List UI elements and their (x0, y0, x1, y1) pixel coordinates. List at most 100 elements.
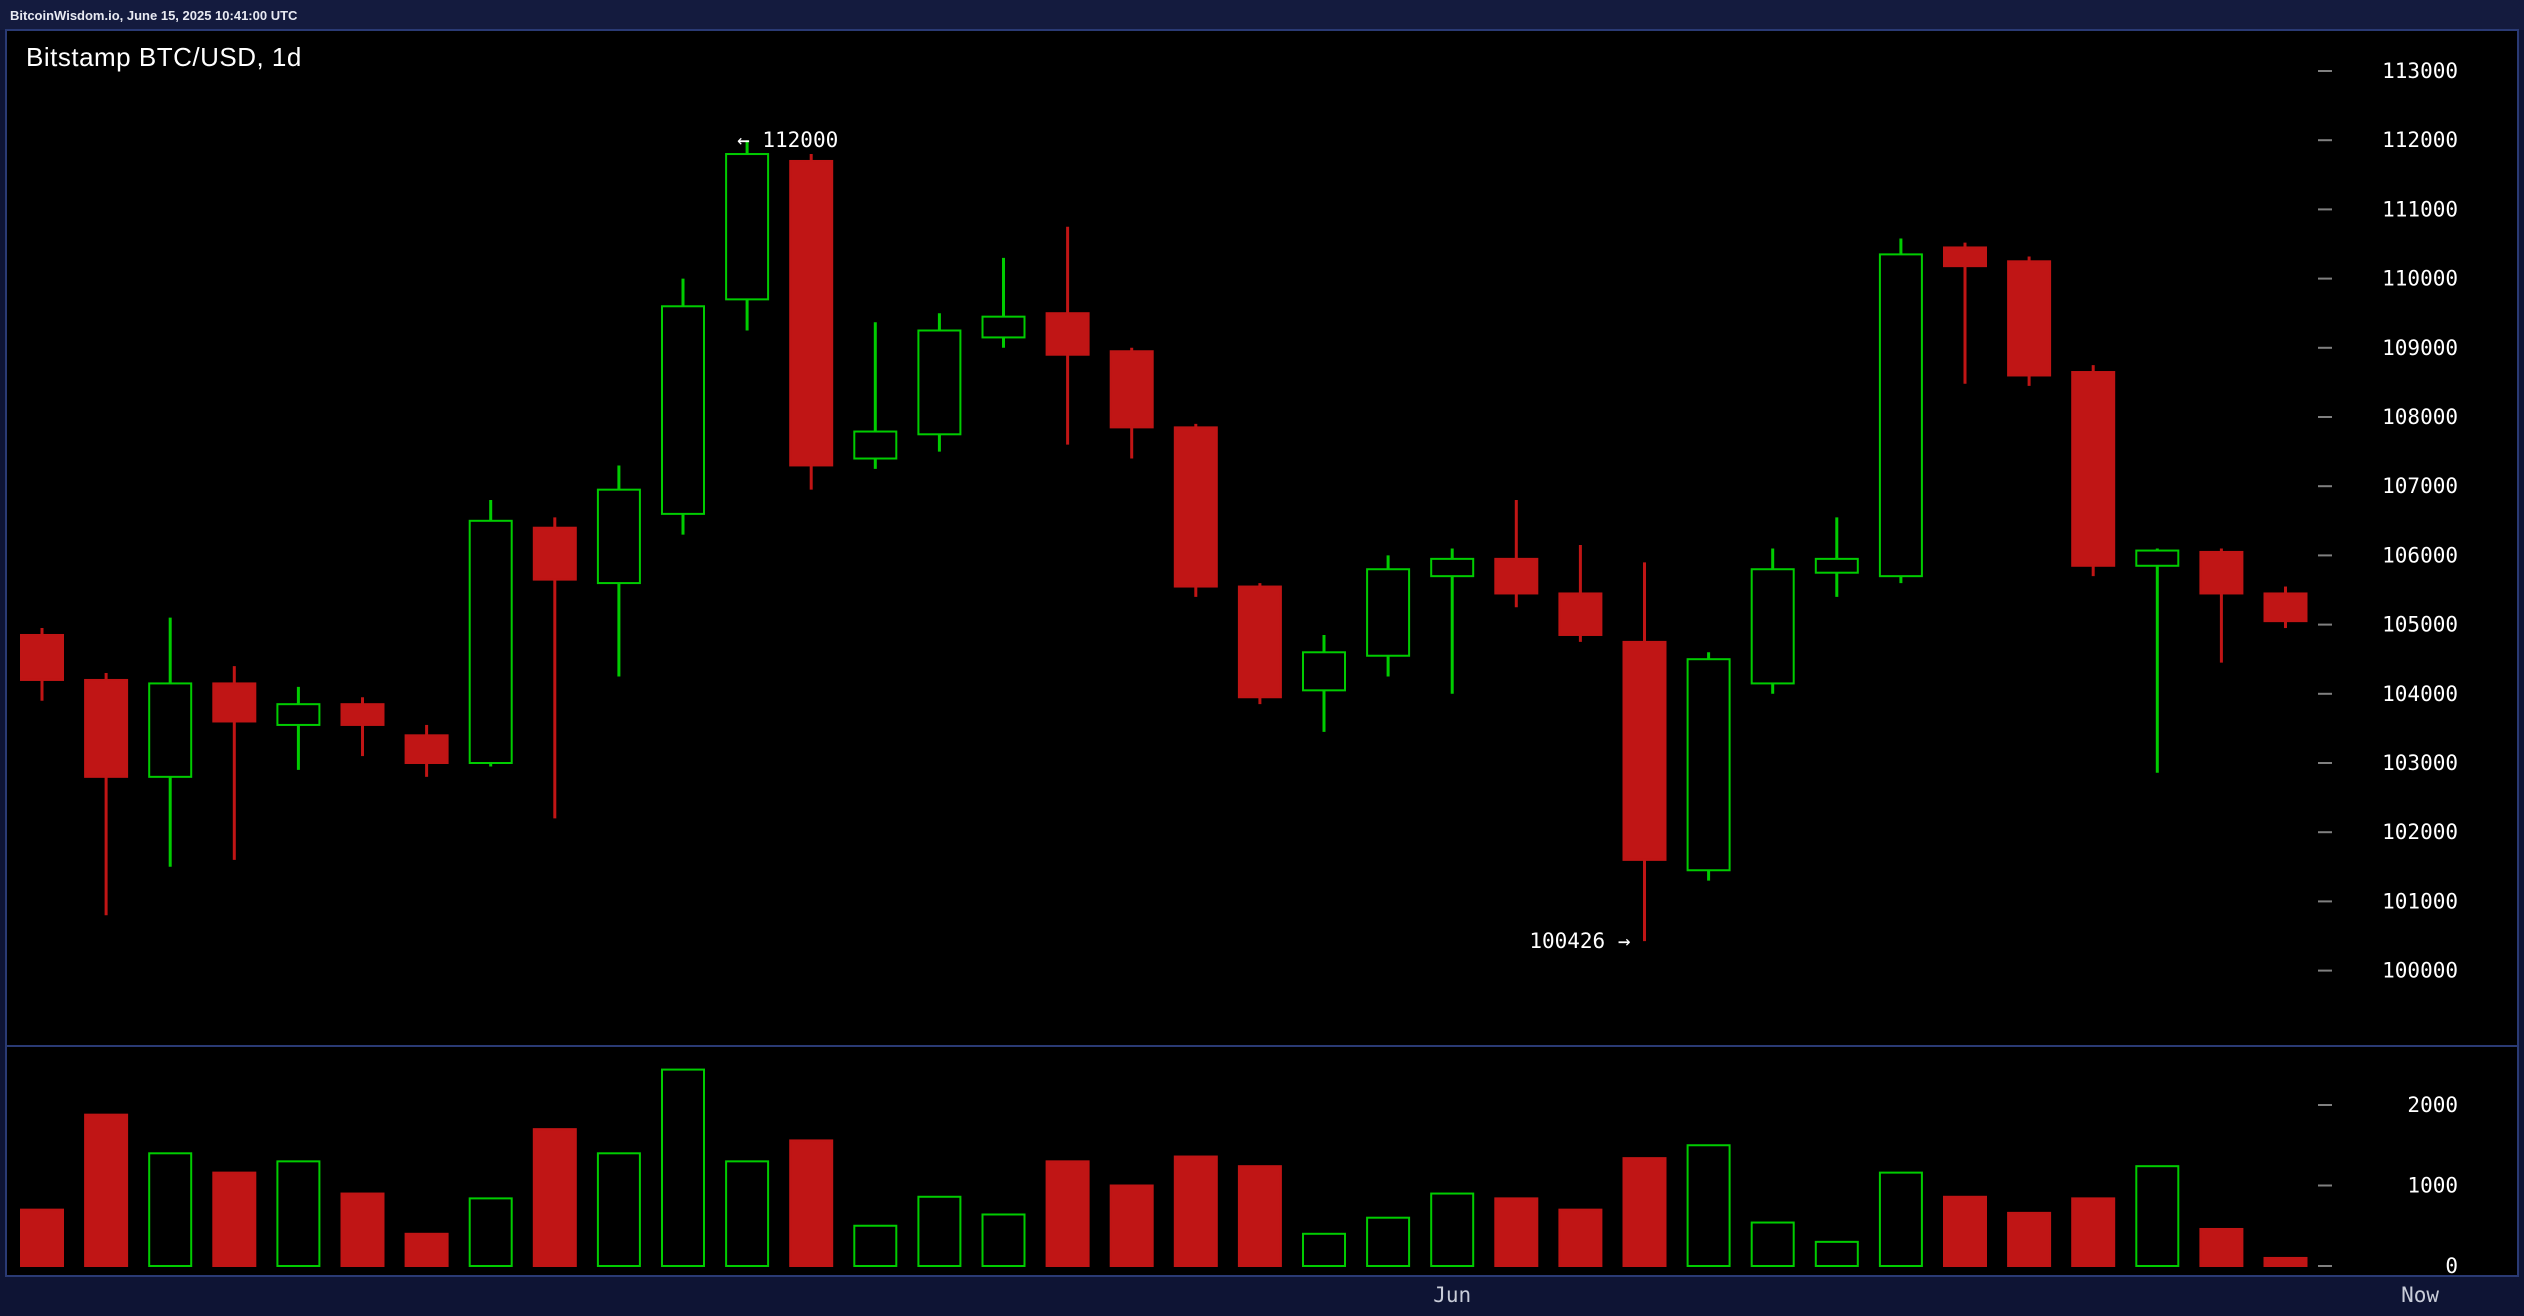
candles-layer (20, 140, 2308, 942)
volume-bar (596, 1152, 641, 1268)
candle (1814, 517, 1859, 597)
candle (340, 697, 385, 757)
volume-bar (2135, 1165, 2180, 1268)
candle-body (1430, 557, 1475, 578)
volume-bar (853, 1224, 898, 1267)
candle-body (1814, 557, 1859, 574)
price-axis-label: 107000 (2382, 474, 2458, 498)
volume-bar (2007, 1211, 2052, 1267)
candle (596, 465, 641, 677)
price-axis[interactable]: 113000 112000 111000 110000 109000 108000 1070… (2318, 59, 2458, 983)
candle-body (917, 329, 962, 436)
candle-body (84, 678, 129, 778)
volume-bar (1366, 1216, 1411, 1267)
candle (2135, 548, 2180, 773)
volume-bar (1878, 1171, 1923, 1267)
volume-bar (1494, 1197, 1539, 1268)
candle (532, 517, 577, 819)
candle-body (1045, 312, 1090, 356)
price-axis-label: 111000 (2382, 197, 2458, 221)
candle (917, 313, 962, 452)
price-axis-label: 112000 (2382, 128, 2458, 152)
volume-bar (532, 1128, 577, 1268)
candle-body (20, 633, 64, 681)
candle (1173, 423, 1218, 597)
candle-body (1237, 585, 1282, 699)
candle-body (468, 519, 513, 764)
candle (404, 724, 449, 777)
volume-bar (661, 1068, 705, 1267)
time-axis-label: Jun (1433, 1283, 1471, 1307)
topbar: BitcoinWisdom.io, June 15, 2025 10:41:00… (0, 0, 2524, 30)
volume-bar (212, 1171, 257, 1267)
candle (789, 154, 834, 490)
volume-bar (789, 1139, 834, 1268)
volume-bar (1943, 1195, 1987, 1268)
candle-body (2199, 550, 2244, 595)
candle (1237, 583, 1282, 705)
volume-bar (468, 1197, 513, 1268)
volume-bar (1302, 1232, 1346, 1268)
candle-body (276, 703, 321, 726)
candle (2007, 256, 2052, 386)
candle-body (532, 526, 577, 581)
candle (1366, 555, 1411, 677)
candle-body (661, 305, 705, 515)
price-axis-label: 108000 (2382, 405, 2458, 429)
volume-bar (917, 1195, 962, 1268)
volume-bar (1430, 1192, 1475, 1268)
candle-body (1558, 592, 1603, 636)
volume-axis[interactable]: 2000 1000 0 (2318, 1093, 2458, 1278)
volume-bar (276, 1160, 321, 1267)
price-axis-label: 113000 (2382, 59, 2458, 83)
candle (2071, 365, 2116, 577)
price-axis-label: 106000 (2382, 543, 2458, 567)
volume-axis-label: 0 (2445, 1254, 2458, 1278)
candle-body (2071, 371, 2116, 567)
volume-bar (1558, 1208, 1603, 1268)
candle (981, 257, 1026, 348)
candle (468, 500, 513, 767)
volume-axis-label: 1000 (2407, 1174, 2458, 1198)
price-axis-label: 101000 (2382, 889, 2458, 913)
time-axis[interactable]: Jun Now (1433, 1283, 2439, 1307)
volume-bar (84, 1113, 129, 1268)
volume-bar (1750, 1221, 1795, 1268)
volume-bar (1045, 1160, 1090, 1267)
candle (148, 617, 193, 867)
candle (1430, 548, 1475, 694)
volume-bar (340, 1192, 385, 1268)
price-axis-label: 104000 (2382, 682, 2458, 706)
candle-body (725, 153, 770, 301)
volume-bar (981, 1213, 1026, 1267)
candle (1045, 226, 1090, 445)
volume-bar (725, 1160, 770, 1267)
volume-bar (2071, 1197, 2116, 1268)
chart-title: Bitstamp BTC/USD, 1d (26, 42, 302, 72)
candle-body (1686, 658, 1731, 872)
candle-body (1750, 568, 1795, 685)
topbar-clock: BitcoinWisdom.io, June 15, 2025 10:41:00… (10, 7, 298, 23)
candle-body (853, 430, 898, 460)
candle (1302, 634, 1346, 732)
price-axis-label: 105000 (2382, 613, 2458, 637)
candle (1686, 652, 1731, 881)
price-axis-label: 110000 (2382, 267, 2458, 291)
candle (212, 666, 257, 860)
price-axis-label: 100000 (2382, 959, 2458, 983)
volume-bar (404, 1232, 449, 1268)
candle-body (2007, 260, 2052, 377)
price-annotation: 100426 → (1529, 929, 1630, 953)
candle-body (1366, 568, 1411, 657)
candle-body (789, 159, 834, 467)
candle-body (1302, 651, 1346, 692)
candle-body (2263, 592, 2308, 623)
candle (20, 628, 64, 701)
price-axis-label: 102000 (2382, 820, 2458, 844)
candle (1558, 545, 1603, 642)
candle-body (1943, 246, 1987, 268)
volume-layer (20, 1068, 2308, 1268)
time-axis-label: Now (2401, 1283, 2439, 1307)
